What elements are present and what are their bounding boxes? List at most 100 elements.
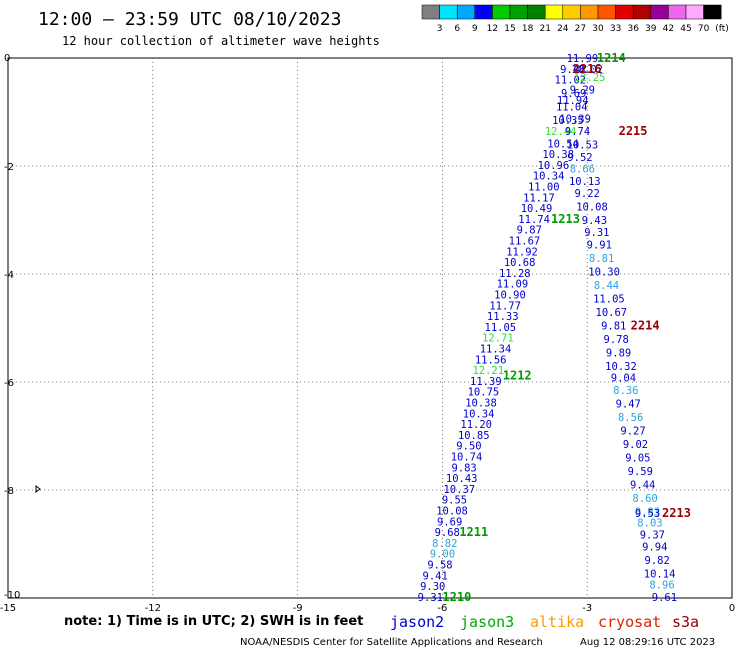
wave-height-point: 10.34: [463, 408, 495, 420]
wave-height-point: 11.17: [523, 192, 555, 204]
wave-height-point: 8.96: [649, 580, 674, 592]
satellite-legend-item: altika: [530, 613, 584, 631]
wave-height-point: 11.92: [506, 246, 538, 258]
colorbar-swatch: [527, 4, 546, 20]
colorbar-label: 15: [504, 24, 515, 34]
pass-label: 2214: [631, 318, 660, 332]
pass-label: 1212: [503, 369, 532, 383]
footer-note: note: 1) Time is in UTC; 2) SWH is in fe…: [64, 614, 363, 629]
pass-label: 2216: [573, 62, 602, 76]
colorbar-swatch: [562, 4, 581, 20]
y-tick-label: -4: [4, 270, 14, 281]
wave-height-point: 9.48: [560, 64, 585, 76]
x-tick-label: 0: [729, 603, 735, 614]
x-tick-label: -12: [145, 603, 161, 614]
x-tick-label: -9: [293, 603, 303, 614]
y-tick-label: -10: [4, 590, 20, 601]
wave-height-point: 11.05: [485, 322, 517, 334]
wave-height-point: 10.14: [644, 569, 676, 581]
wave-height-point: 11.05: [593, 293, 625, 305]
colorbar-label: 9: [472, 24, 478, 34]
pass-label: 2215: [619, 124, 648, 138]
wave-height-point: 9.02: [623, 439, 648, 451]
wave-height-point: 10.08: [576, 202, 608, 214]
colorbar-unit: (ft): [715, 24, 729, 34]
wave-height-point: 12.44: [545, 126, 577, 138]
wave-height-point: 8.03: [637, 517, 662, 529]
wave-height-point: 10.54: [547, 138, 579, 150]
wave-height-point: 10.90: [494, 290, 526, 302]
wave-height-points: 11.999.4810.0211.0212.259.299.6911.9411.…: [418, 53, 677, 604]
wave-height-point: 11.74: [518, 214, 550, 226]
wave-height-point: 11.04: [556, 102, 588, 114]
wave-height-point: 9.59: [628, 466, 653, 478]
footer-credit: NOAA/NESDIS Center for Satellite Applica…: [240, 637, 543, 648]
wave-height-point: 11.56: [475, 354, 507, 366]
wave-height-point: 10.35: [552, 115, 584, 127]
wave-height-point: 10.37: [443, 484, 475, 496]
y-axis-ticks: 0 -2 -4 -6 -8 -10: [4, 53, 20, 601]
wave-height-point: 8.56: [618, 412, 643, 424]
wave-height-point: 9.22: [575, 188, 600, 200]
colorbar-swatch: [439, 4, 458, 20]
wave-height-point: 9.68: [435, 527, 460, 539]
colorbar-swatch: [509, 4, 528, 20]
buoy-marker-icon: [35, 485, 41, 493]
wave-height-point: 9.27: [620, 426, 645, 438]
colorbar-label: 45: [680, 24, 691, 34]
colorbar-swatch: [492, 4, 511, 20]
wave-height-point: 9.00: [430, 549, 455, 561]
wave-height-point: 10.68: [504, 257, 536, 269]
satellite-legend-item: jason2: [390, 613, 444, 631]
colorbar-label: 39: [645, 24, 657, 34]
wave-height-point: 11.33: [487, 311, 519, 323]
wave-height-point: 9.43: [582, 215, 607, 227]
chart-subtitle: 12 hour collection of altimeter wave hei…: [62, 34, 380, 48]
wave-height-point: 9.31: [584, 227, 609, 239]
wave-height-point: 10.49: [521, 203, 553, 215]
wave-height-point: 9.87: [517, 225, 542, 237]
wave-height-point: 9.31: [418, 592, 443, 604]
colorbar-label: 24: [557, 24, 569, 34]
wave-height-point: 9.05: [625, 453, 650, 465]
wave-height-point: 10.43: [446, 473, 478, 485]
wave-height-point: 9.78: [604, 334, 629, 346]
wave-height-point: 9.30: [420, 581, 445, 593]
footer-timestamp: Aug 12 08:29:16 UTC 2023: [580, 637, 715, 648]
x-tick-label: -6: [437, 603, 447, 614]
wave-height-point: 10.38: [542, 149, 574, 161]
wave-height-point: 12.71: [482, 333, 514, 345]
colorbar-swatch: [597, 4, 616, 20]
colorbar-swatch: [544, 4, 564, 20]
wave-height-point: 8.36: [613, 385, 638, 397]
colorbar-swatch: [632, 4, 652, 20]
wave-height-point: 10.74: [451, 452, 483, 464]
wave-height-point: 10.34: [533, 171, 565, 183]
wave-height-point: 12.21: [472, 365, 504, 377]
colorbar-label: 12: [487, 24, 498, 34]
y-tick-label: -2: [4, 162, 14, 173]
colorbar-legend: 3 6 9 12 15 18 21 24 27 30 33 36 39 42 45 70 (ft): [421, 4, 729, 34]
plot-frame: [7, 57, 733, 599]
wave-height-point: 9.89: [606, 347, 631, 359]
wave-height-point: 9.81: [601, 320, 626, 332]
wave-height-point: 9.94: [642, 542, 667, 554]
pass-label: 1210: [442, 590, 471, 604]
wave-height-point: 11.28: [499, 268, 531, 280]
wave-height-point: 8.44: [594, 280, 619, 292]
wave-height-point: 12.25: [574, 72, 606, 84]
wave-height-point: 10.53: [567, 139, 599, 151]
wave-height-point: 10.08: [436, 506, 468, 518]
y-tick-label: -8: [4, 486, 14, 497]
wave-height-point: 9.50: [456, 441, 481, 453]
wave-height-point: 10.85: [458, 430, 490, 442]
wave-height-point: 9.69: [437, 516, 462, 528]
colorbar-swatch: [668, 4, 687, 20]
wave-height-point: 8.66: [570, 164, 595, 176]
colorbar-swatch: [421, 4, 440, 20]
wave-height-point: 8.60: [632, 493, 657, 505]
y-tick-label: -6: [4, 378, 14, 389]
x-tick-label: -3: [582, 603, 592, 614]
wave-height-point: 11.20: [460, 419, 492, 431]
